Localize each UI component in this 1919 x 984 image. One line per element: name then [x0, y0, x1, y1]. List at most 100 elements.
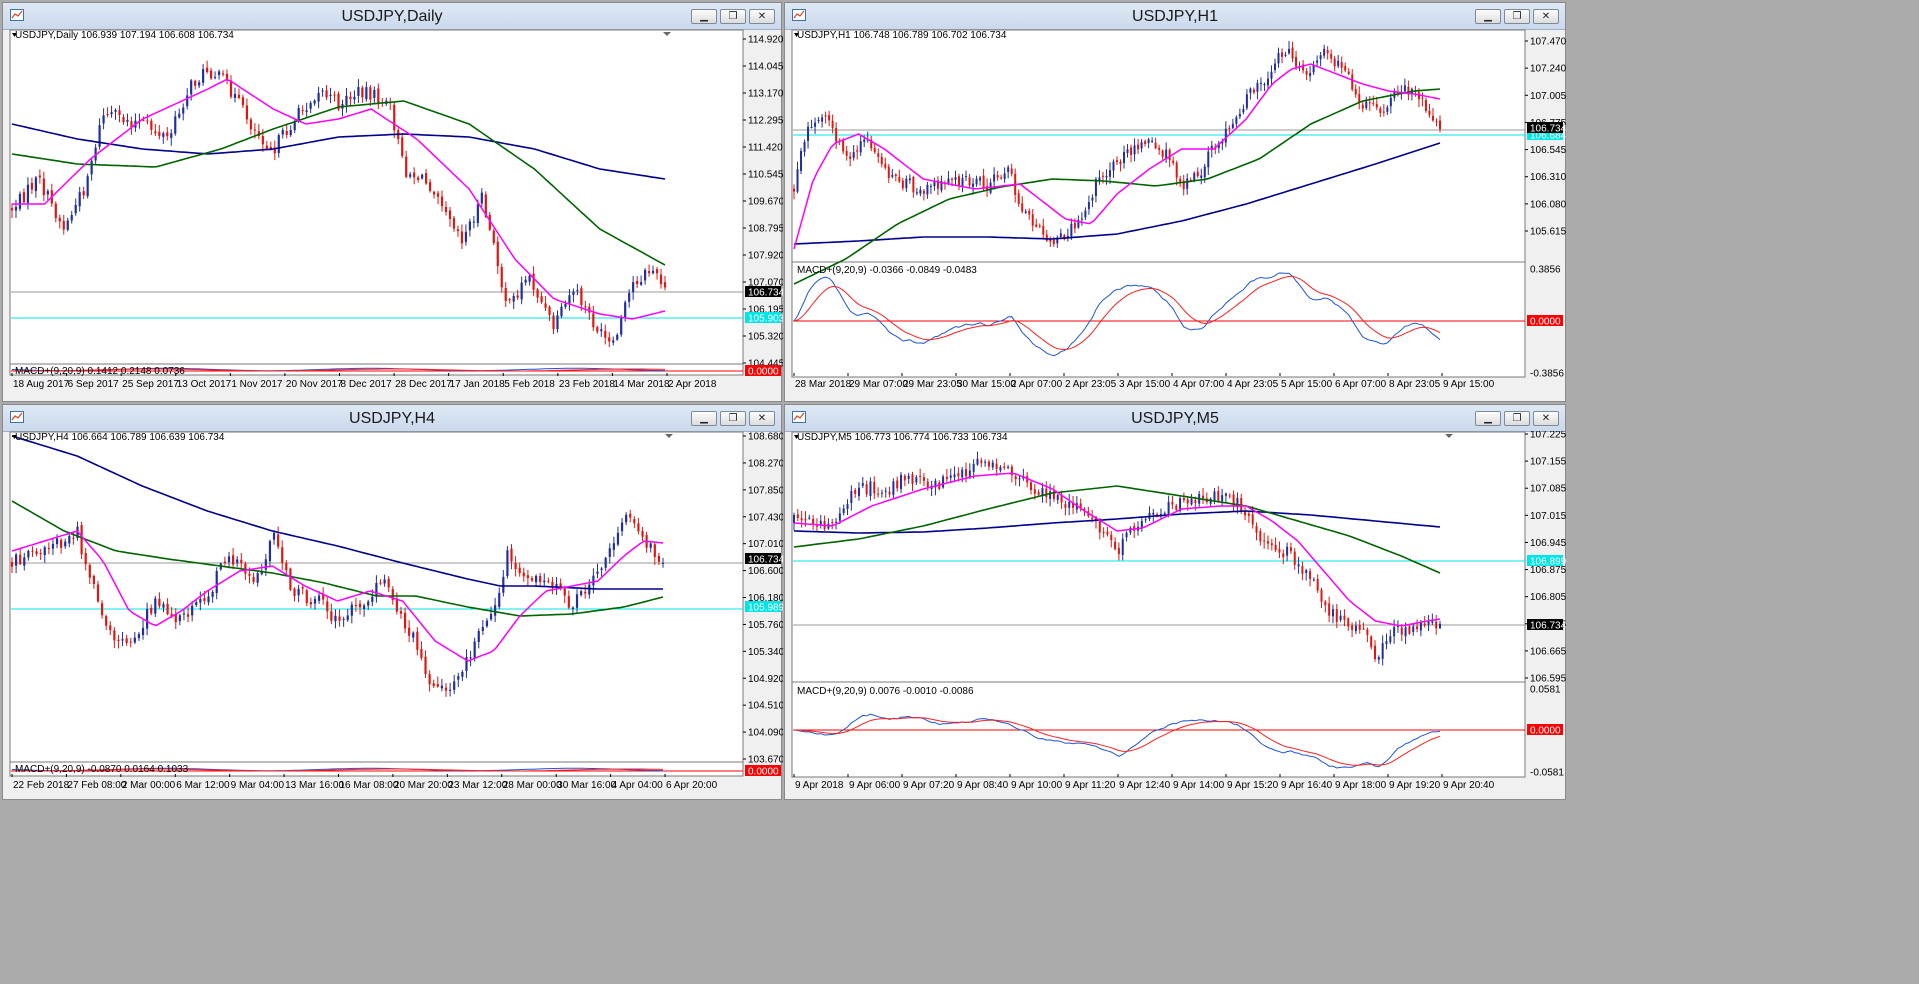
candle [236, 556, 239, 567]
restore-button[interactable]: ❐ [1504, 411, 1530, 426]
candle [926, 181, 929, 199]
macd-zero-tag: 0.0000 [745, 365, 781, 378]
candle [1190, 494, 1193, 506]
x-tick-label: 8 Apr 23:05 [1389, 379, 1441, 390]
candle [329, 87, 332, 104]
line-price-tag: 105.903 [745, 312, 783, 325]
info-dropdown-icon[interactable] [12, 435, 17, 439]
minimize-button[interactable]: ▁ [691, 411, 717, 426]
candle [281, 540, 284, 571]
close-button[interactable]: ✕ [749, 9, 775, 24]
window-titlebar[interactable]: USDJPY,H4 ▁ ❐ ✕ [3, 405, 781, 432]
y-tick-label: 106.310 [1530, 172, 1567, 183]
x-tick-label: 30 Mar 15:00 [957, 379, 1016, 390]
candle [1102, 527, 1105, 538]
candle [1224, 492, 1227, 502]
candle [494, 597, 497, 623]
candle [572, 288, 575, 303]
restore-button[interactable]: ❐ [720, 9, 746, 24]
candle [1228, 125, 1231, 134]
candle [900, 472, 903, 494]
candle [465, 649, 468, 678]
candle [1041, 483, 1044, 503]
ma-fast-line [11, 530, 664, 662]
candle [524, 276, 527, 286]
chart-window-h4[interactable]: USDJPY,H4 ▁ ❐ ✕ 108.680 108.270 107.850 107… [2, 404, 783, 801]
chart-area[interactable]: 107.470107.240107.005106.775106.545106.3… [785, 29, 1567, 403]
candle [1007, 165, 1010, 179]
candle [514, 556, 517, 577]
chart-area[interactable]: 107.225 107.155 107.085 107.015 106.945 106.8… [785, 431, 1567, 801]
chart-area[interactable]: 108.680 108.270 107.850 107.430 107.010 106.6… [3, 431, 783, 801]
x-tick-label: 13 Oct 2017 [177, 379, 232, 390]
candle [464, 224, 468, 246]
candle [162, 601, 165, 613]
candle [548, 305, 551, 321]
window-titlebar[interactable]: USDJPY,Daily ▁ ❐ ✕ [3, 3, 781, 30]
minimize-button[interactable]: ▁ [691, 9, 717, 24]
chart-window-h1[interactable]: USDJPY,H1 ▁ ❐ ✕ 107.470 107.240 107.005 106… [784, 2, 1567, 403]
candle [996, 170, 999, 181]
candle [60, 537, 63, 554]
info-dropdown-icon[interactable] [794, 33, 799, 37]
candle [354, 598, 358, 612]
x-tick-label: 2 Apr 07:00 [1011, 379, 1063, 390]
candle [54, 201, 57, 223]
candle [592, 305, 595, 331]
x-tick-label: 14 Mar 2018 [613, 379, 670, 390]
candle [412, 631, 415, 643]
chart-window-daily[interactable]: USDJPY,Daily ▁ ❐ ✕ 114.920 114.045 113.170… [2, 2, 783, 403]
candle [604, 556, 607, 572]
candle [1021, 196, 1024, 214]
window-titlebar[interactable]: USDJPY,H1 ▁ ❐ ✕ [785, 3, 1565, 30]
candle [1060, 490, 1063, 509]
candle [383, 574, 386, 587]
candle [313, 99, 316, 106]
candle [576, 283, 579, 296]
candle [1263, 532, 1266, 549]
candle [534, 574, 538, 586]
chart-area[interactable]: 114.920 114.045 113.170 112.295 111.420 110.5… [3, 29, 783, 403]
shift-marker-icon[interactable] [663, 32, 671, 36]
x-tick-label: 23 Mar 12:00 [448, 780, 507, 791]
candle [555, 576, 558, 595]
x-tick-label: 20 Nov 2017 [286, 379, 343, 390]
candle [199, 591, 202, 611]
candle [1266, 71, 1269, 89]
candle [1117, 542, 1120, 561]
candle [170, 129, 173, 146]
candle [929, 183, 932, 195]
info-dropdown-icon[interactable] [794, 435, 799, 439]
window-titlebar[interactable]: USDJPY,M5 ▁ ❐ ✕ [785, 405, 1565, 432]
close-button[interactable]: ✕ [749, 411, 775, 426]
close-button[interactable]: ✕ [1533, 9, 1559, 24]
info-dropdown-icon[interactable] [12, 33, 17, 37]
candle [641, 527, 644, 542]
svg-text:0.0000: 0.0000 [748, 767, 779, 778]
candle [620, 314, 623, 337]
candle [129, 637, 132, 648]
candle [1056, 493, 1059, 504]
candle [130, 116, 133, 135]
candle [1270, 65, 1273, 86]
chart-window-m5[interactable]: USDJPY,M5 ▁ ❐ ✕ 107.225 107.155 107.085 107… [784, 404, 1567, 801]
ma-mid-line [11, 100, 666, 266]
restore-button[interactable]: ❐ [720, 411, 746, 426]
price-axis: 114.920 114.045 113.170 112.295 111.420 110.5… [743, 35, 783, 370]
candle [105, 614, 108, 630]
minimize-button[interactable]: ▁ [1475, 9, 1501, 24]
close-button[interactable]: ✕ [1533, 411, 1559, 426]
candle [1031, 209, 1034, 232]
candle [178, 108, 181, 119]
shift-marker-icon[interactable] [665, 434, 673, 438]
minimize-button[interactable]: ▁ [1475, 411, 1501, 426]
x-tick-label: 6 Mar 12:00 [176, 780, 230, 791]
restore-button[interactable]: ❐ [1504, 9, 1530, 24]
candle [1121, 533, 1124, 561]
shift-marker-icon[interactable] [1445, 434, 1453, 438]
candle [835, 122, 838, 149]
candle [1238, 108, 1241, 120]
candle [100, 600, 104, 619]
